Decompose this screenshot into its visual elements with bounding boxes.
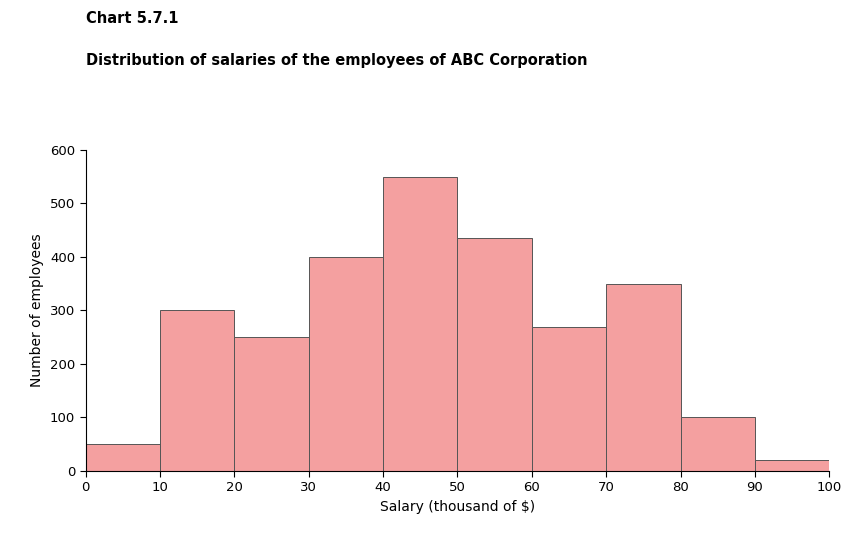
Text: Distribution of salaries of the employees of ABC Corporation: Distribution of salaries of the employee… <box>86 54 587 68</box>
Bar <box>234 337 309 471</box>
Y-axis label: Number of employees: Number of employees <box>30 233 44 387</box>
Text: Chart 5.7.1: Chart 5.7.1 <box>86 11 178 26</box>
Bar <box>309 257 383 471</box>
Bar <box>681 417 755 471</box>
Bar <box>160 310 234 471</box>
Bar <box>755 460 829 471</box>
Bar <box>383 177 457 471</box>
Bar <box>86 444 160 471</box>
X-axis label: Salary (thousand of $): Salary (thousand of $) <box>380 500 535 514</box>
Bar <box>457 238 532 471</box>
Bar <box>606 284 681 471</box>
Bar <box>532 327 606 471</box>
